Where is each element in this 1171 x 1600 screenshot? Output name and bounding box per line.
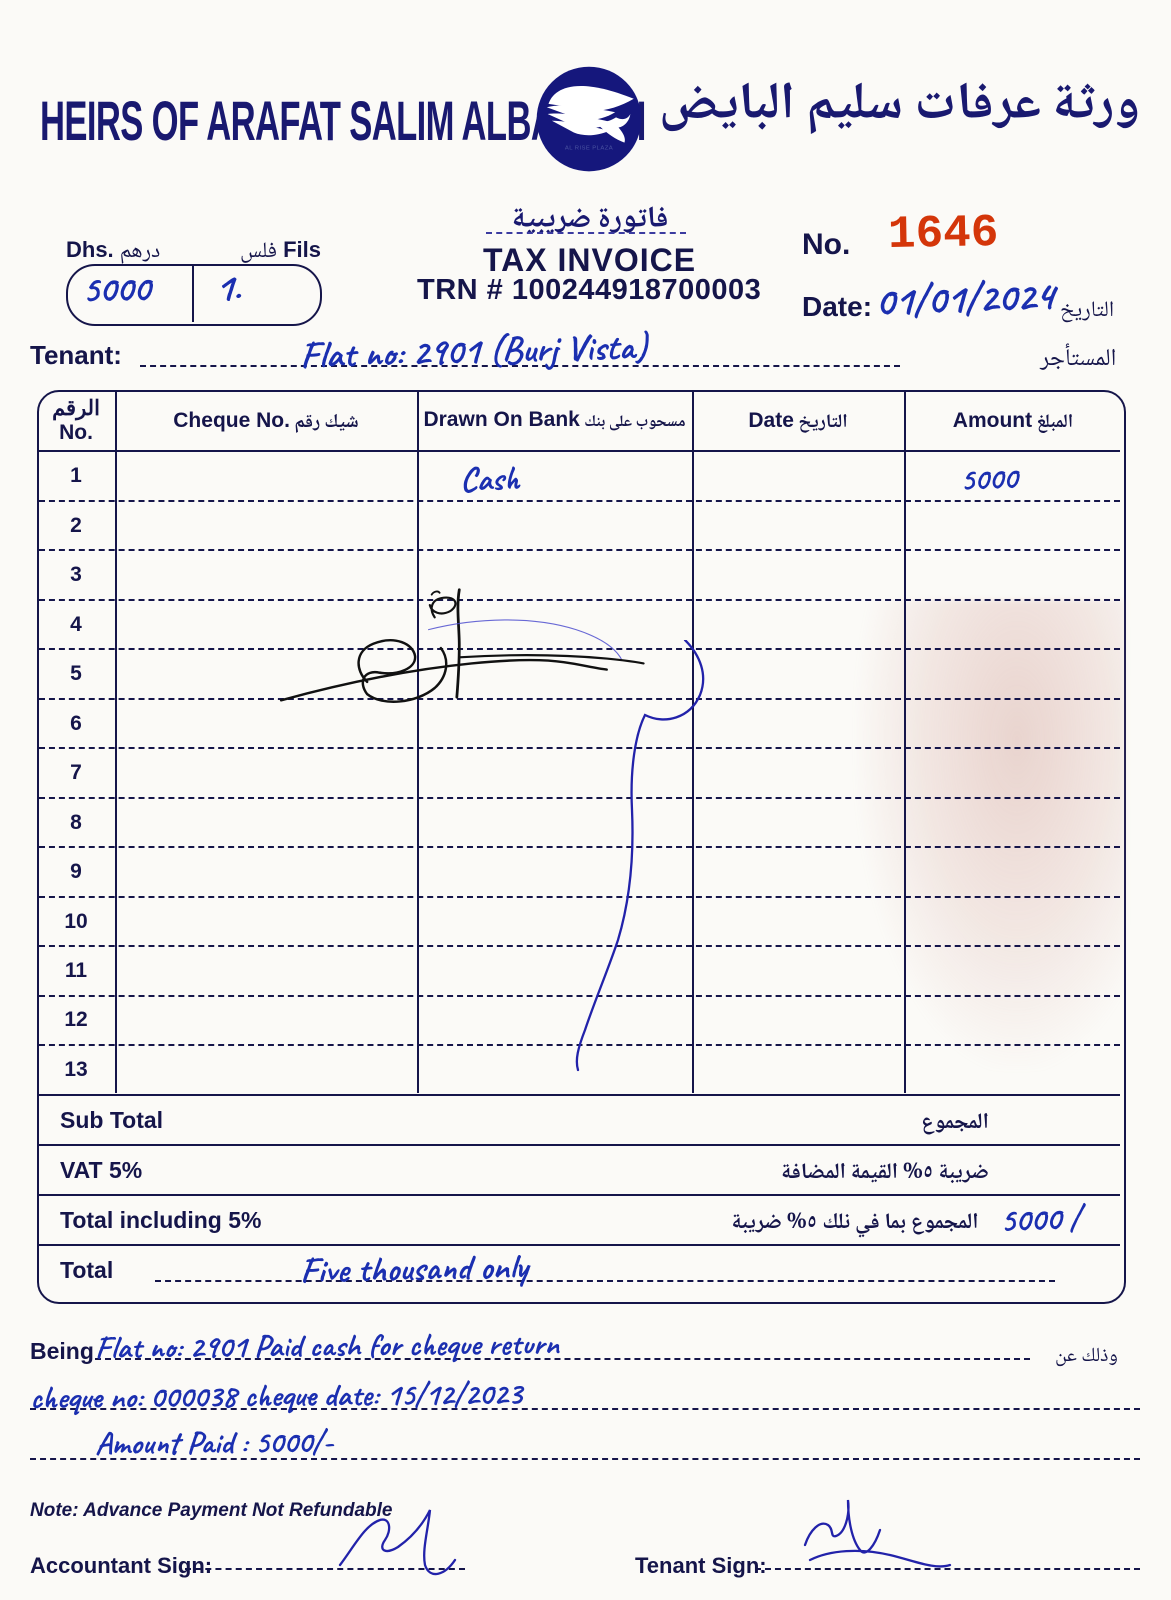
svg-text:AL RISE PLAZA: AL RISE PLAZA bbox=[565, 145, 613, 151]
